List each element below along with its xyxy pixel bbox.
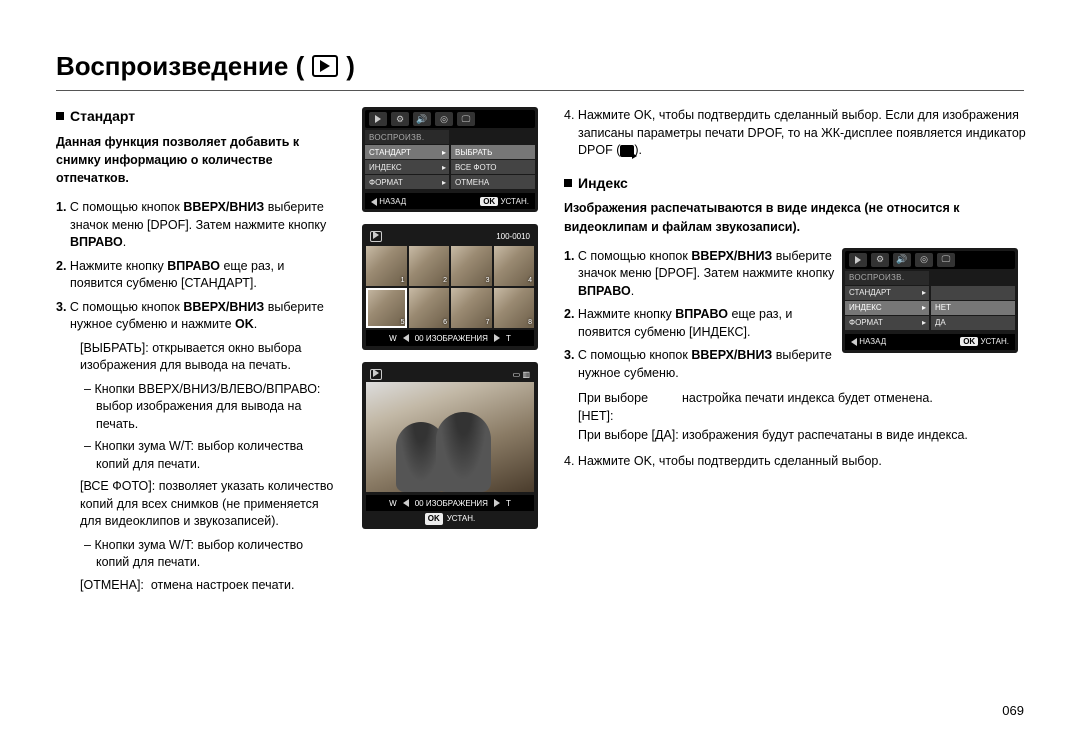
option-no-text: настройка печати индекса будет отменена. [682, 390, 1032, 425]
menu-item: НЕТ [931, 301, 1015, 315]
menu-item: ФОРМАТ▸ [365, 175, 449, 189]
section-heading-index: Индекс [564, 174, 1032, 194]
menu-item: ВЫБРАТЬ [451, 145, 535, 159]
tab-icon: 🔊 [893, 253, 911, 267]
thumb: 2 [409, 246, 450, 286]
step-2: 2. Нажмите кнопку ВПРАВО еще раз, и появ… [56, 258, 338, 293]
battery-icon: ▭ ▥ [513, 369, 530, 380]
menu-item: СТАНДАРТ▸ [365, 145, 449, 159]
tab-icon: 🖵 [457, 112, 475, 126]
step-3: 3. С помощью кнопок ВВЕРХ/ВНИЗ выберите … [56, 299, 338, 334]
lcd-grid: 100-0010 1 2 3 4 5 6 7 8 W 00 ИЗОБРАЖЕНИ… [362, 224, 538, 350]
tab-icon [369, 112, 387, 126]
section-heading-standard: Стандарт [56, 107, 338, 127]
option-yes-label: При выборе [ДА]: [564, 427, 682, 445]
dash-2: – Кнопки зума W/T: выбор количества копи… [56, 438, 338, 473]
tab-icon: 🔊 [413, 112, 431, 126]
thumb-selected: 5 [366, 288, 407, 328]
thumb: 6 [409, 288, 450, 328]
tab-icon: 🖵 [937, 253, 955, 267]
page-title: Воспроизведение ( ) [56, 48, 1024, 91]
tab-icon [849, 253, 867, 267]
play-small-icon [370, 369, 382, 380]
lcd-menu-index: ⚙ 🔊 ◎ 🖵 ВОСПРОИЗВ. СТАНДАРТ▸ ИНДЕКС▸ ФОР… [842, 248, 1018, 353]
lcd-photo: ▭ ▥ W 00 ИЗОБРАЖЕНИЯ T OK УСТАН. [362, 362, 538, 528]
option-no-label: При выборе [НЕТ]: [564, 390, 682, 425]
menu-header: ВОСПРОИЗВ. [365, 130, 449, 144]
tab-icon: ◎ [915, 253, 933, 267]
step-4-top: 4. Нажмите OK, чтобы подтвердить сделанн… [564, 107, 1032, 160]
menu-item: ВСЕ ФОТО [451, 160, 535, 174]
thumb: 3 [451, 246, 492, 286]
dash-3: – Кнопки зума W/T: выбор количество копи… [56, 537, 338, 572]
tab-icon: ⚙ [871, 253, 889, 267]
play-small-icon [370, 231, 382, 242]
thumb: 4 [494, 246, 535, 286]
lcd-menu-standard: ⚙ 🔊 ◎ 🖵 ВОСПРОИЗВ. СТАНДАРТ▸ ИНДЕКС▸ ФОР… [362, 107, 538, 212]
page-number: 069 [1002, 702, 1024, 720]
menu-item: СТАНДАРТ▸ [845, 286, 929, 300]
menu-item: ИНДЕКС▸ [845, 301, 929, 315]
bullet-icon [56, 112, 64, 120]
thumb: 8 [494, 288, 535, 328]
step-4-r: 4. Нажмите OK, чтобы подтвердить сделанн… [564, 453, 1032, 471]
option-yes-text: изображения будут распечатаны в виде инд… [682, 427, 1032, 445]
step-2-r: 2. Нажмите кнопку ВПРАВО еще раз, и появ… [564, 306, 846, 341]
dpof-icon [620, 145, 634, 157]
option-select: [ВЫБРАТЬ]: открывается окно выбора изобр… [56, 340, 338, 375]
thumb: 7 [451, 288, 492, 328]
menu-item: ДА [931, 316, 1015, 330]
thumb: 1 [366, 246, 407, 286]
intro-index: Изображения распечатываются в виде индек… [564, 199, 1032, 235]
step-3-r: 3. С помощью кнопок ВВЕРХ/ВНИЗ выберите … [564, 347, 846, 382]
dash-1: – Кнопки ВВЕРХ/ВНИЗ/ВЛЕВО/ВПРАВО: выбор … [56, 381, 338, 434]
menu-item: ОТМЕНА [451, 175, 535, 189]
menu-item [931, 286, 1015, 300]
step-1-r: 1. С помощью кнопок ВВЕРХ/ВНИЗ выберите … [564, 248, 846, 301]
intro-standard: Данная функция позволяет добавить к сним… [56, 133, 338, 187]
option-cancel: [ОТМЕНА]: отмена настроек печати. [56, 577, 338, 595]
tab-icon: ◎ [435, 112, 453, 126]
menu-item: ФОРМАТ▸ [845, 316, 929, 330]
step-1: 1. С помощью кнопок ВВЕРХ/ВНИЗ выберите … [56, 199, 338, 252]
menu-header: ВОСПРОИЗВ. [845, 271, 929, 285]
bullet-icon [564, 179, 572, 187]
tab-icon: ⚙ [391, 112, 409, 126]
menu-item: ИНДЕКС▸ [365, 160, 449, 174]
option-allphoto: [ВСЕ ФОТО]: позволяет указать количество… [56, 478, 338, 531]
play-icon [312, 55, 338, 77]
